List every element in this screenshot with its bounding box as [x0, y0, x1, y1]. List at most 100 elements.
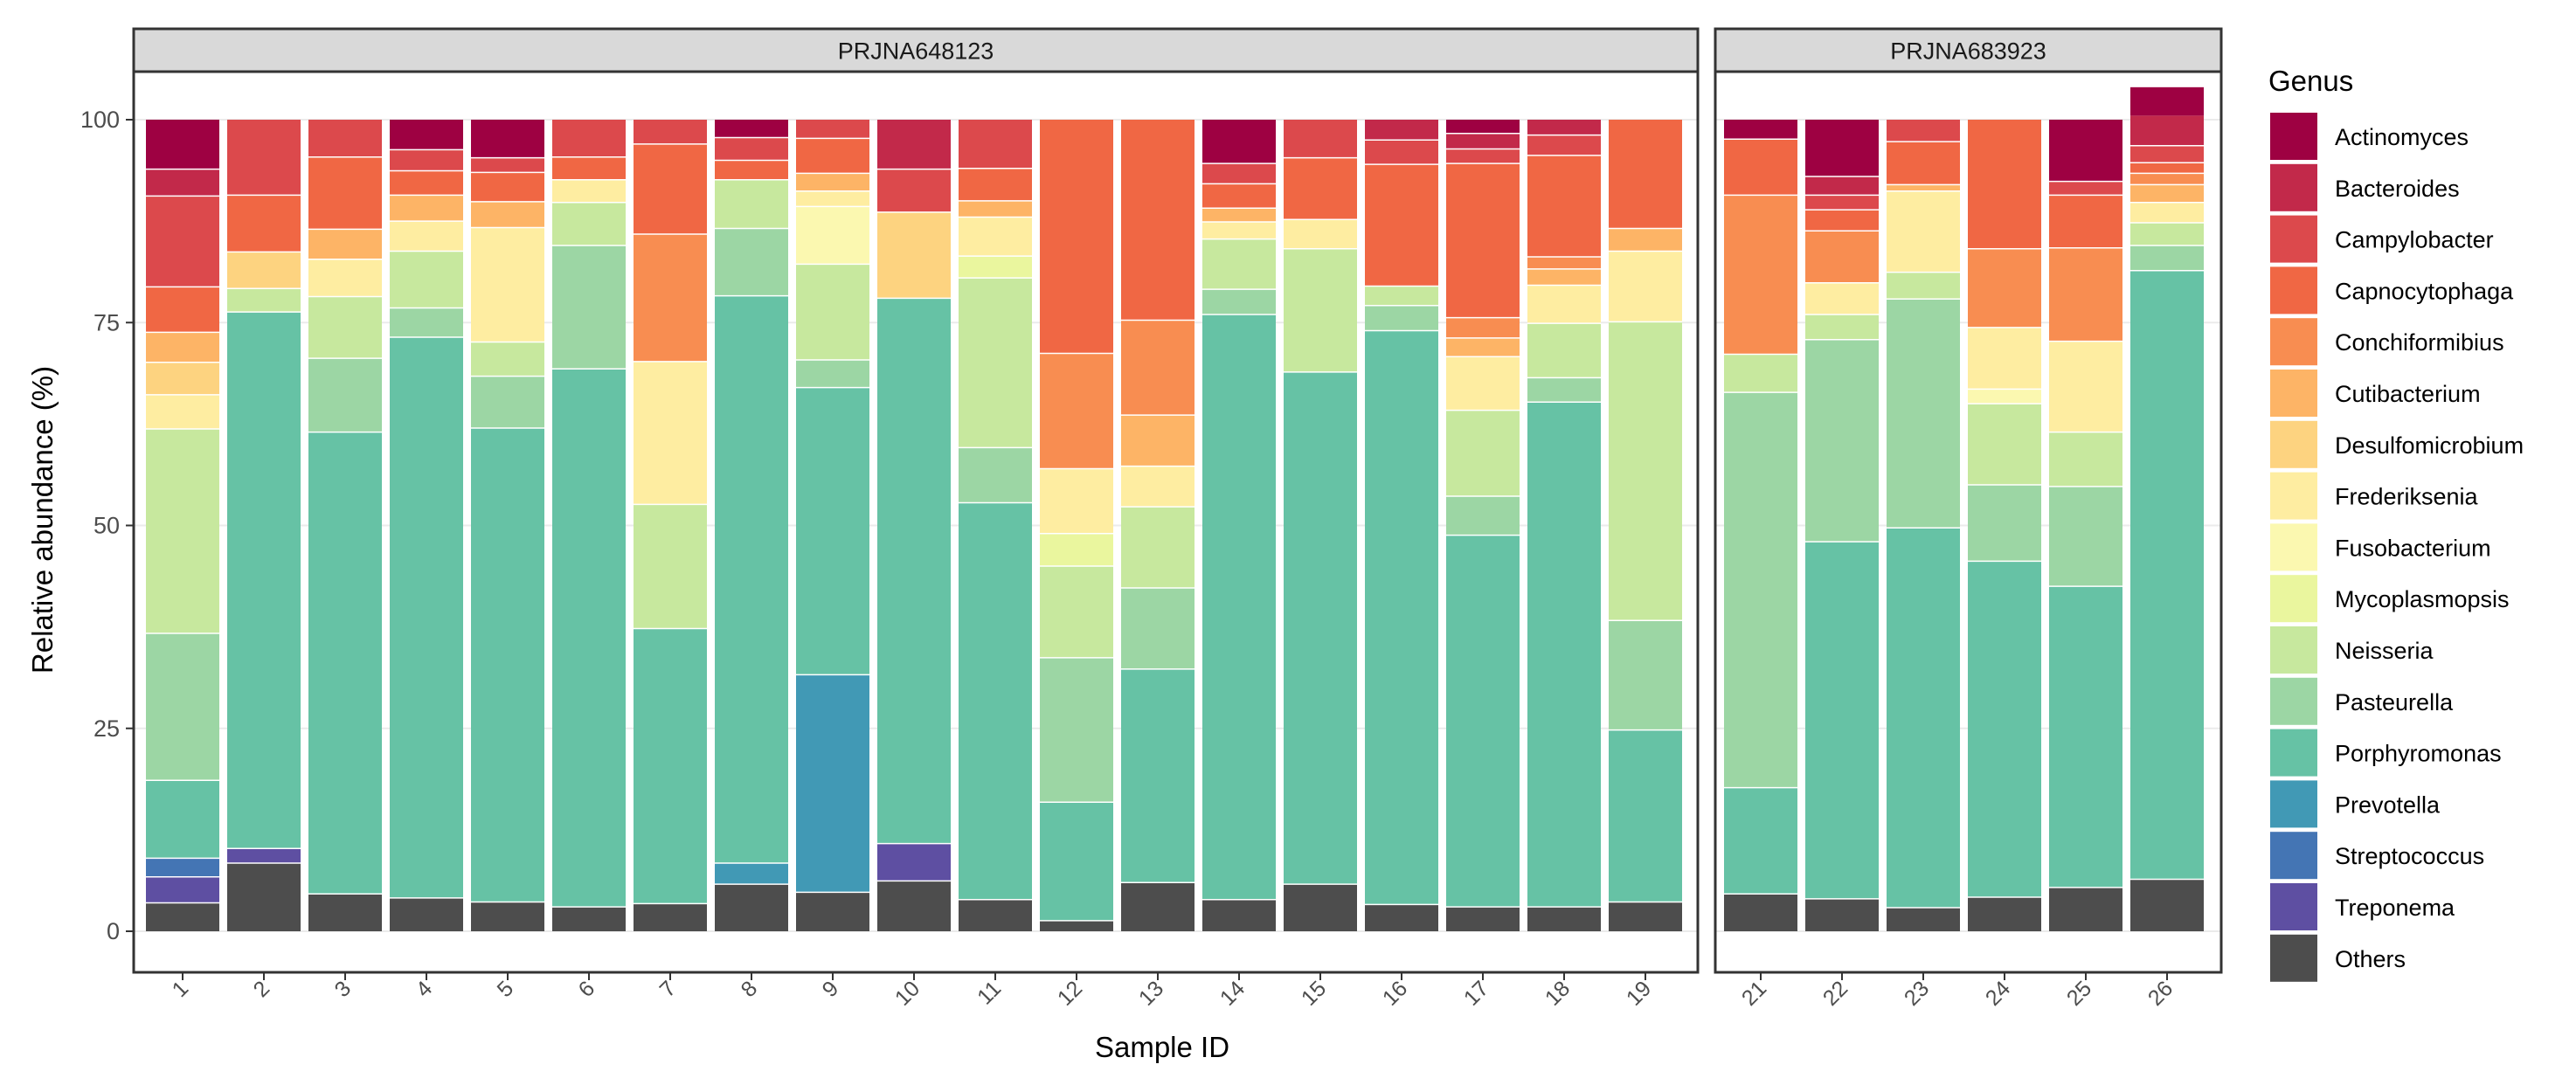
bar-segment-18-porphyromonas — [1527, 402, 1601, 908]
bar-segment-1-desulfomicrobium — [146, 362, 219, 395]
bar-segment-11-neisseria — [959, 278, 1032, 448]
bar-segment-5-cutibacterium — [471, 201, 544, 228]
legend-item-desulfomicrobium: Desulfomicrobium — [2270, 420, 2524, 468]
bar-segment-13-others — [1121, 882, 1195, 931]
y-axis-title: Relative abundance (%) — [26, 366, 59, 674]
bar-segment-26-others — [2130, 879, 2204, 931]
legend-label: Conchiformibius — [2335, 329, 2504, 356]
bar-segment-9-capnocytophaga — [796, 138, 869, 174]
legend-label: Mycoplasmopsis — [2335, 586, 2510, 612]
bar-segment-6-others — [552, 907, 626, 931]
bar-sample-18 — [1527, 120, 1601, 931]
legend-label: Pasteurella — [2335, 689, 2454, 715]
bar-segment-18-campylobacter — [1527, 135, 1601, 156]
bar-segment-3-neisseria — [308, 296, 382, 359]
bar-segment-4-others — [390, 897, 463, 931]
bar-segment-23-porphyromonas — [1887, 528, 1960, 909]
x-tick-label: 8 — [737, 976, 763, 1002]
bar-segment-14-pasteurella — [1202, 289, 1276, 314]
bar-segment-19-porphyromonas — [1609, 729, 1682, 902]
bar-sample-10 — [877, 120, 951, 931]
x-tick-label: 25 — [2062, 976, 2096, 1010]
bar-segment-8-porphyromonas — [715, 295, 788, 863]
bar-segment-4-cutibacterium — [390, 195, 463, 222]
bar-segment-17-porphyromonas — [1446, 535, 1520, 908]
bar-segment-19-others — [1609, 902, 1682, 931]
bar-segment-4-campylobacter — [390, 149, 463, 171]
bar-segment-24-capnocytophaga — [1968, 120, 2041, 249]
bar-segment-17-bacteroides — [1446, 133, 1520, 149]
bar-segment-8-campylobacter — [715, 137, 788, 161]
bar-segment-3-campylobacter — [308, 120, 382, 157]
bar-segment-11-capnocytophaga — [959, 168, 1032, 201]
bar-segment-13-pasteurella — [1121, 588, 1195, 669]
bar-segment-12-capnocytophaga — [1040, 120, 1113, 354]
bar-segment-9-others — [796, 892, 869, 931]
bar-segment-25-actinomyces — [2049, 120, 2122, 182]
bar-segment-11-others — [959, 899, 1032, 931]
bar-segment-8-actinomyces — [715, 120, 788, 138]
bar-segment-26-actinomyces — [2130, 86, 2204, 116]
bar-segment-7-others — [634, 903, 707, 931]
bar-sample-1 — [146, 120, 219, 931]
bar-segment-16-others — [1365, 904, 1438, 931]
bar-segment-6-capnocytophaga — [552, 156, 626, 180]
bar-segment-5-actinomyces — [471, 120, 544, 158]
panel-PRJNA683923: PRJNA683923 — [1714, 27, 2223, 974]
bar-segment-5-frederiksenia — [471, 227, 544, 342]
legend-item-fusobacterium: Fusobacterium — [2270, 523, 2491, 571]
bar-segment-24-porphyromonas — [1968, 561, 2041, 897]
legend-item-others: Others — [2270, 934, 2406, 982]
x-tick-label: 21 — [1737, 976, 1771, 1010]
bar-segment-16-neisseria — [1365, 286, 1438, 306]
bar-sample-26 — [2130, 86, 2204, 931]
bar-segment-5-porphyromonas — [471, 428, 544, 902]
legend-swatch — [2270, 370, 2317, 417]
bar-segment-15-others — [1284, 884, 1357, 931]
bar-segment-2-porphyromonas — [227, 312, 301, 849]
bar-segment-6-pasteurella — [552, 245, 626, 370]
bar-segment-23-capnocytophaga — [1887, 142, 1960, 185]
x-tick-label: 10 — [890, 976, 924, 1010]
bar-segment-15-neisseria — [1284, 248, 1357, 372]
bar-sample-9 — [796, 120, 869, 931]
bar-sample-3 — [308, 120, 382, 931]
legend-swatch — [2270, 729, 2317, 777]
legend-swatch — [2270, 215, 2317, 263]
bar-segment-26-campylobacter — [2130, 145, 2204, 163]
bar-sample-12 — [1040, 120, 1113, 931]
bar-segment-22-frederiksenia — [1805, 282, 1879, 314]
panel-PRJNA648123: PRJNA648123 — [132, 27, 1700, 974]
bar-segment-26-neisseria — [2130, 222, 2204, 245]
bar-segment-1-others — [146, 902, 219, 931]
bar-segment-13-capnocytophaga — [1121, 120, 1195, 321]
bar-segment-6-porphyromonas — [552, 369, 626, 908]
legend-swatch — [2270, 626, 2317, 674]
panel-border — [1714, 70, 2223, 974]
legend-label: Neisseria — [2335, 638, 2434, 664]
bar-segment-16-bacteroides — [1365, 120, 1438, 141]
legend-swatch — [2270, 832, 2317, 880]
bar-segment-12-mycoplasmopsis — [1040, 533, 1113, 566]
bar-segment-3-cutibacterium — [308, 229, 382, 259]
legend-label: Prevotella — [2335, 791, 2441, 818]
bar-segment-25-campylobacter — [2049, 181, 2122, 196]
legend-swatch — [2270, 472, 2317, 520]
bar-segment-26-pasteurella — [2130, 245, 2204, 271]
bar-segment-10-campylobacter — [877, 169, 951, 212]
bar-segment-9-porphyromonas — [796, 387, 869, 675]
legend-item-capnocytophaga: Capnocytophaga — [2270, 266, 2514, 314]
bar-segment-14-actinomyces — [1202, 120, 1276, 164]
bar-segment-15-capnocytophaga — [1284, 157, 1357, 220]
legend-swatch — [2270, 318, 2317, 366]
bar-sample-11 — [959, 120, 1032, 931]
bar-segment-24-pasteurella — [1968, 485, 2041, 562]
bar-sample-16 — [1365, 120, 1438, 931]
bar-segment-13-cutibacterium — [1121, 415, 1195, 467]
bar-segment-8-capnocytophaga — [715, 160, 788, 180]
bar-segment-10-others — [877, 881, 951, 931]
legend-swatch — [2270, 677, 2317, 725]
bar-segment-4-pasteurella — [390, 308, 463, 337]
bar-segment-22-pasteurella — [1805, 339, 1879, 543]
